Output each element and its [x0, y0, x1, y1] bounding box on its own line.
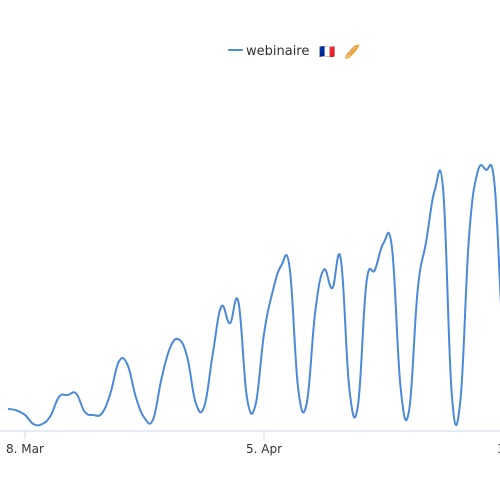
legend-series-label: webinaire — [246, 44, 309, 59]
x-tick-label: 5. Apr — [246, 442, 282, 456]
x-axis-ticks: 8. Mar 5. Apr 3. — [6, 431, 500, 456]
legend[interactable]: webinaire 🇫🇷 🥖 — [228, 44, 360, 60]
x-tick-label: 8. Mar — [6, 442, 44, 456]
france-flag-icon: 🇫🇷 — [319, 45, 335, 60]
series-line-webinaire[interactable] — [7, 163, 500, 427]
x-tick-label: 3. — [497, 442, 500, 456]
series-layer — [7, 163, 500, 427]
baguette-icon: 🥖 — [344, 44, 360, 60]
